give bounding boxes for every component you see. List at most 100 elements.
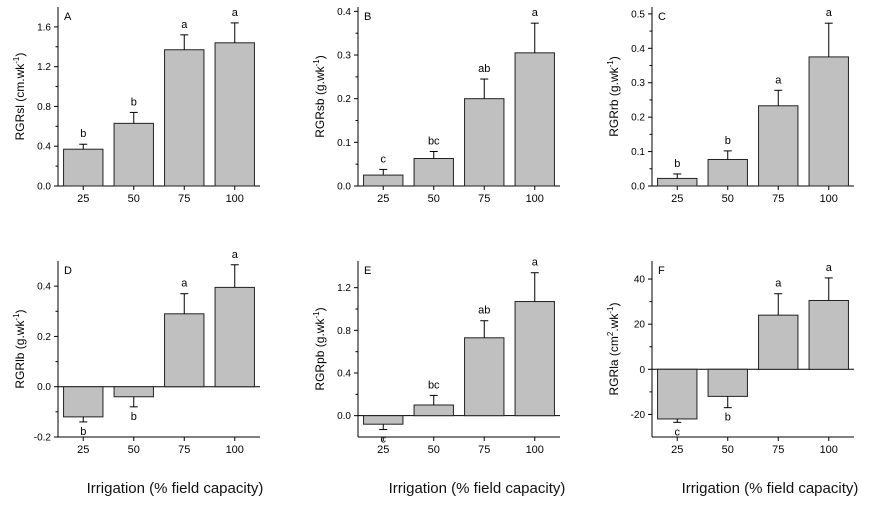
significance-letter: a <box>532 7 539 19</box>
x-tick-label: 100 <box>820 193 838 205</box>
chart-panel-a: 0.0 0.4 0.8 1.2 1.6 A RGRsl (cm.wk-1) b 25 b 50 a 75… <box>12 7 260 205</box>
x-tick-label: 25 <box>671 193 683 205</box>
significance-letter: bc <box>428 136 440 148</box>
x-tick-label: 25 <box>77 444 89 456</box>
bar <box>214 42 255 187</box>
y-tick-label: 0.2 <box>631 113 645 124</box>
bar <box>413 404 454 417</box>
bar <box>113 386 154 398</box>
bar <box>214 286 255 388</box>
y-tick-label: 0.1 <box>631 147 645 158</box>
x-tick-label: 75 <box>478 444 490 456</box>
significance-letter: a <box>532 257 539 269</box>
y-tick-label: 0.0 <box>631 182 645 193</box>
bar <box>707 368 748 397</box>
y-tick-label: 0.3 <box>337 51 351 62</box>
panel-letter: A <box>64 11 72 23</box>
y-tick-label: 40 <box>634 275 646 286</box>
x-tick-label: 25 <box>77 193 89 205</box>
significance-letter: b <box>80 426 86 438</box>
y-axis-title: RGRlb (g.wk-1) <box>12 309 27 388</box>
y-tick-label: 0.0 <box>37 382 51 393</box>
y-axis-title: RGRpb (g.wk-1) <box>312 307 327 390</box>
significance-letter: a <box>826 262 833 274</box>
bar <box>657 368 698 420</box>
y-tick-label: 0 <box>639 365 645 376</box>
significance-letter: a <box>181 278 188 290</box>
x-tick-label: 100 <box>226 444 244 456</box>
significance-letter: b <box>725 412 731 424</box>
significance-letter: b <box>131 96 137 108</box>
y-tick-label: 0.4 <box>37 142 51 153</box>
y-axis-title: RGRsb (g.wk-1) <box>312 55 327 137</box>
bar <box>657 177 698 187</box>
x-tick-label: 50 <box>722 193 734 205</box>
y-tick-label: 0.4 <box>337 369 351 380</box>
bar <box>164 49 205 187</box>
significance-letter: c <box>675 426 681 438</box>
bar <box>464 98 505 187</box>
x-axis-title-left: Irrigation (% field capacity) <box>86 480 264 497</box>
bar <box>758 105 799 187</box>
bar <box>113 122 154 187</box>
x-tick-label: 50 <box>128 444 140 456</box>
significance-letter: bc <box>428 379 440 391</box>
significance-letter: a <box>826 7 833 19</box>
y-tick-label: 0.8 <box>337 326 351 337</box>
panel-letter: B <box>364 11 371 23</box>
panel-letter: C <box>658 11 666 23</box>
chart-panel-b: 0.0 0.1 0.2 0.3 0.4 B RGRsb (g.wk-1) c 25 bc 50 ab 7… <box>312 7 560 205</box>
significance-letter: c <box>381 153 387 165</box>
y-tick-label: 1.6 <box>37 22 51 33</box>
y-tick-label: 0.0 <box>337 411 351 422</box>
bar <box>808 56 849 187</box>
bar <box>808 299 849 370</box>
y-tick-label: 1.2 <box>37 62 51 73</box>
significance-letter: a <box>775 74 782 86</box>
significance-letter: a <box>232 7 239 19</box>
y-axis-title: RGRrb (g.wk-1) <box>606 56 621 136</box>
x-tick-label: 75 <box>178 444 190 456</box>
y-tick-label: 0.4 <box>337 7 351 18</box>
x-tick-label: 75 <box>178 193 190 205</box>
x-tick-label: 50 <box>428 193 440 205</box>
significance-letter: ab <box>478 63 490 75</box>
y-tick-label: 0.2 <box>337 94 351 105</box>
panel-letter: F <box>658 265 665 277</box>
y-tick-label: -20 <box>631 410 646 421</box>
y-tick-label: 20 <box>634 320 646 331</box>
x-tick-label: 100 <box>526 444 544 456</box>
y-tick-label: 0.2 <box>37 332 51 343</box>
y-tick-label: 0.0 <box>337 182 351 193</box>
chart-panel-f: -20 0 20 40 F RGRla (cm2.wk-1) c 25 b 50 a 75 a 100 <box>606 261 854 456</box>
x-tick-label: 75 <box>772 193 784 205</box>
x-tick-label: 75 <box>478 193 490 205</box>
x-tick-label: 75 <box>772 444 784 456</box>
panel-letter: D <box>64 265 72 277</box>
x-tick-label: 50 <box>428 444 440 456</box>
x-tick-label: 25 <box>671 444 683 456</box>
significance-letter: ab <box>478 305 490 317</box>
bar <box>164 313 205 388</box>
bar <box>363 174 404 187</box>
x-tick-label: 100 <box>820 444 838 456</box>
x-tick-label: 100 <box>526 193 544 205</box>
x-tick-label: 50 <box>722 444 734 456</box>
x-tick-label: 25 <box>377 444 389 456</box>
bar <box>63 148 104 187</box>
y-axis-title: RGRsl (cm.wk-1) <box>12 53 27 141</box>
bar <box>363 415 404 425</box>
bar <box>707 158 748 187</box>
x-tick-label: 25 <box>377 193 389 205</box>
significance-letter: a <box>232 249 239 261</box>
x-axis-title-middle: Irrigation (% field capacity) <box>388 480 566 497</box>
y-tick-label: 1.2 <box>337 283 351 294</box>
panel-letter: E <box>364 265 371 277</box>
y-tick-label: 0.8 <box>37 102 51 113</box>
bar <box>514 301 555 417</box>
y-tick-label: 0.4 <box>37 282 51 293</box>
x-tick-label: 100 <box>226 193 244 205</box>
chart-panel-c: 0.0 0.1 0.2 0.3 0.4 0.5 C RGRrb (g.wk-1) b 25 b 50 a… <box>606 7 854 205</box>
